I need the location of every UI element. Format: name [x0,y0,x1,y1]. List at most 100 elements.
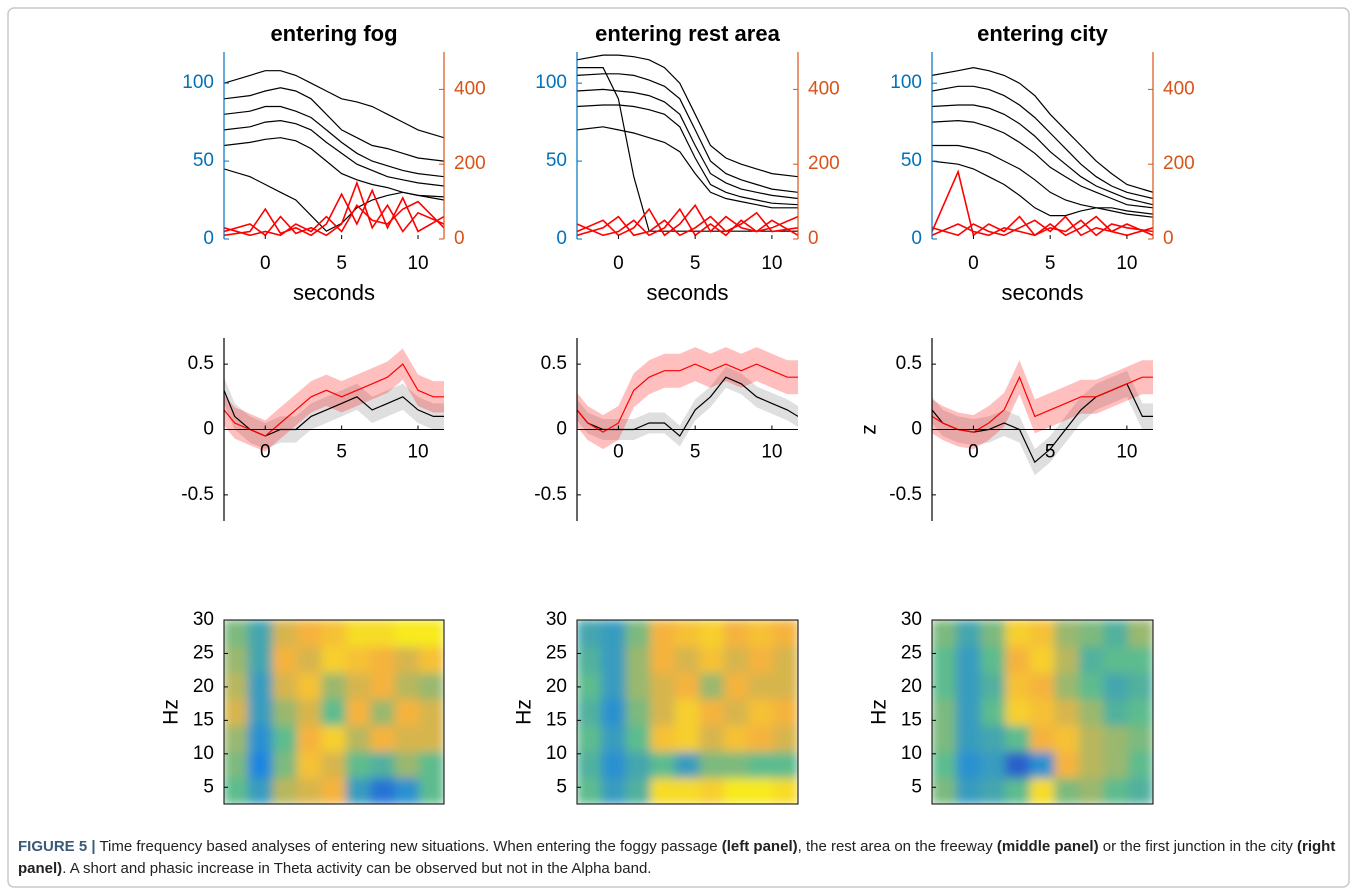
heatmap-cell [577,645,603,674]
heatmap-cell [321,672,347,700]
heatmap-cells [224,620,444,804]
heatmap-cell [1054,698,1080,726]
heatmap-cell [650,777,676,804]
data-line [224,168,444,232]
plot-area [932,620,1153,804]
data-line [224,105,444,178]
heatmap-cell [296,724,323,752]
mean-line [932,375,1153,433]
caption: FIGURE 5 | Time frequency based analyses… [18,836,1343,880]
heatmap-cell [1029,620,1056,647]
y2-tick-label: 0 [1163,228,1174,249]
heatmap-cell [772,724,798,752]
heatmap-cell [321,698,347,726]
y-tick-label: 50 [901,150,922,171]
caption-text: . A short and phasic increase in Theta a… [62,860,652,877]
heatmap-cell [1127,777,1153,804]
x-tick-label: 0 [613,253,624,274]
heatmap-cell [601,698,627,726]
heatmap-cell [394,750,421,779]
data-line [932,215,1153,237]
x-tick-label: 10 [407,442,428,463]
data-line [932,144,1153,218]
error-band [224,377,444,450]
y-tick-label: 0.5 [541,353,567,374]
heatmap-cell [980,698,1007,726]
y-tick-label: 50 [546,150,567,171]
heatmap-cell [650,724,676,752]
y-axis-label: z [858,424,881,435]
data-line [577,207,798,237]
heatmap-cell [272,777,298,804]
caption-text: or the first junction in the city [1098,838,1297,855]
heatmap-cell [674,620,701,647]
heatmap-cell [674,698,701,726]
heatmap-cell [748,724,774,752]
heatmap-cell [1103,645,1129,674]
heatmap-cell [272,698,298,726]
heatmap-cell [1005,645,1031,674]
data-line [224,188,444,237]
y-tick-label: 25 [901,642,922,663]
panel-title: entering city [977,21,1109,46]
y-tick-label: 5 [203,776,214,797]
heatmap-cell [674,750,701,779]
heatmap-cell [625,724,652,752]
heatmap-cell [577,672,603,700]
heatmap-cell [345,750,372,779]
heatmap-cell [1078,698,1105,726]
y-tick-label: 10 [546,743,567,764]
heatmap-cell [224,620,249,647]
heatmap-cell [650,672,676,700]
heatmap-cell [394,620,421,647]
heatmap-cell [932,777,958,804]
heatmap-cell [772,777,798,804]
heatmap-cell [296,750,323,779]
heatmap-cell [650,750,676,779]
heatmap-cell [625,777,652,804]
heatmap-cell [932,750,958,779]
y-tick-label: 100 [535,72,567,93]
caption-text: Time frequency based analyses of enterin… [95,838,722,855]
caption-text: (middle panel) [996,838,1099,855]
plot-box [576,619,799,805]
heatmap-cell [650,698,676,726]
panel: -0.5 0 0.5 0 5 10 [534,338,798,521]
heatmap-cell [1054,620,1080,647]
heatmap-cell [419,620,444,647]
y-tick-label: 5 [911,776,922,797]
heatmap-cell [723,620,750,647]
y-tick-label: 15 [193,709,214,730]
y-tick-label: 10 [901,743,922,764]
data-line [932,160,1153,217]
y-tick-label: -0.5 [889,484,922,505]
x-tick-label: 10 [761,253,782,274]
heatmap-cell [1103,672,1129,700]
panel: -0.5 0 0.5 0 5 10 [181,338,444,521]
x-tick-label: 10 [761,442,782,463]
y-tick-label: 100 [182,72,214,93]
heatmap-cell [1005,750,1031,779]
heatmap-cell [1029,645,1056,674]
heatmap-cell [321,750,347,779]
heatmap-cell [296,672,323,700]
y-tick-label: 0 [203,228,214,249]
heatmap-cell [723,724,750,752]
heatmap-cell [723,750,750,779]
heatmap-cell [272,620,298,647]
panel-title: entering fog [270,21,397,46]
heatmap-cell [1078,620,1105,647]
x-tick-label: 5 [1045,442,1056,463]
y2-tick-label: 400 [454,78,486,99]
heatmap-cell [296,698,323,726]
heatmap-cell [601,620,627,647]
heatmap-cell [370,620,396,647]
y-tick-label: 50 [193,150,214,171]
heatmap-cell [224,698,249,726]
heatmap-cell [674,724,701,752]
heatmap-cell [674,777,701,804]
y-tick-label: 30 [546,609,567,630]
heatmap-cell [1029,672,1056,700]
panel: entering rest area 0 50 100 0 200 400 0 5 10 secon… [535,21,839,305]
